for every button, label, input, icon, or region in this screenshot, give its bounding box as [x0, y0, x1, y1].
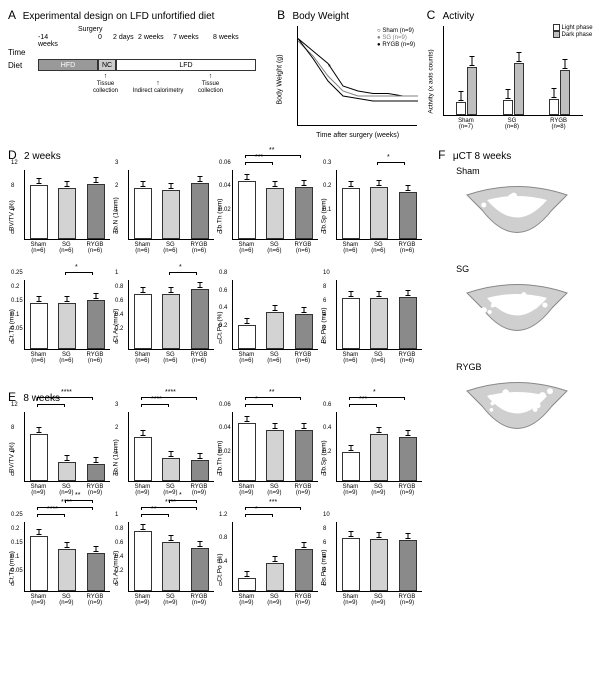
panel-b: B Body Weight Body Weight (g) Time after… — [277, 8, 426, 148]
panel-d-grid: BV/TV (%)04812Sham(n=6)SG(n=6)RYGB(n=6)T… — [8, 166, 432, 382]
panel-b-title: Body Weight — [292, 11, 349, 22]
panel-a: A Experimental design on LFD unfortified… — [8, 8, 277, 148]
ev-tissue2: Tissue collection — [198, 81, 223, 94]
timeline: Surgery -14 weeks 0 2 days 2 weeks 7 wee… — [8, 26, 268, 94]
event-arrows: ↑Tissue collection ↑Indirect calorimetry… — [88, 73, 268, 94]
panel-f-letter: F — [438, 148, 445, 162]
tm0: -14 weeks — [38, 34, 53, 48]
act-xlabs: Sham(n=7)SG(n=8)RYGB(n=8) — [443, 118, 583, 130]
tm1: 0 — [98, 34, 113, 48]
mid-row: D 2 weeks BV/TV (%)04812Sham(n=6)SG(n=6)… — [8, 148, 596, 624]
ev-cal: Indirect calorimetry — [133, 88, 184, 94]
panel-b-label: B Body Weight — [277, 8, 426, 22]
bar-chart: Ct.Ar (mm²)00.20.40.60.81*Sham(n=6)SG(n=… — [128, 280, 214, 364]
bar-chart: Ct.Th (mm)00.050.10.150.20.25**********S… — [24, 522, 110, 606]
panel-c-label: C Activity — [427, 8, 596, 22]
bar-chart: Ct.Po (%)00.20.40.60.8Sham(n=6)SG(n=6)RY… — [232, 280, 318, 364]
bar-chart: Ct.Ar (mm²)00.20.40.60.81*******Sham(n=9… — [128, 522, 214, 606]
tm2: 2 days — [113, 34, 138, 48]
bar-chart: Ct.Th (mm)00.050.10.150.20.25*Sham(n=6)S… — [24, 280, 110, 364]
bodyweight-chart: Body Weight (g) Time after surgery (week… — [297, 26, 417, 126]
leg-sham: Sham (n=9) — [382, 28, 414, 34]
seg-hfd: HFD — [38, 59, 98, 71]
bw-xlabel: Time after surgery (weeks) — [316, 132, 399, 139]
bar-chart: Ps.Pm (mm)0246810Sham(n=6)SG(n=6)RYGB(n=… — [336, 280, 422, 364]
panel-f-label: F μCT 8 weeks — [438, 148, 596, 162]
ev-tissue1: Tissue collection — [93, 81, 118, 94]
seg-lfd: LFD — [116, 59, 256, 71]
surgery-label: Surgery — [78, 26, 268, 33]
diet-row-label: Diet — [8, 61, 38, 70]
panel-f: F μCT 8 weeks ShamSGRYGB — [438, 148, 596, 624]
left-column: D 2 weeks BV/TV (%)04812Sham(n=6)SG(n=6)… — [8, 148, 432, 624]
panel-a-title: Experimental design on LFD unfortified d… — [23, 11, 215, 22]
bar-chart: Tb.Th (mm)00.020.040.06***Sham(n=9)SG(n=… — [232, 412, 318, 496]
panel-e-grid: BV/TV (%)04812********Sham(n=9)SG(n=9)RY… — [8, 408, 432, 624]
panel-c-letter: C — [427, 8, 436, 22]
tm5: 8 weeks — [213, 34, 239, 48]
time-marks: -14 weeks 0 2 days 2 weeks 7 weeks 8 wee… — [38, 34, 268, 48]
panel-a-letter: A — [8, 8, 15, 22]
panel-c: C Activity Light phase Dark phase Activi… — [427, 8, 596, 148]
bar-chart: Tb.N (1/mm)0123********Sham(n=9)SG(n=9)R… — [128, 412, 214, 496]
bar-chart: Tb.N (1/mm)0123Sham(n=6)SG(n=6)RYGB(n=6) — [128, 170, 214, 254]
figure-root: A Experimental design on LFD unfortified… — [0, 0, 604, 632]
bar-chart: Tb.Th (mm)00.020.040.06*****Sham(n=6)SG(… — [232, 170, 318, 254]
activity-chart: Light phase Dark phase Activity (x axis … — [443, 26, 593, 130]
bw-legend: ○ Sham (n=9) ● SG (n=9) ● RYGB (n=9) — [377, 28, 415, 50]
tm4: 7 weeks — [173, 34, 213, 48]
act-ylabel: Activity (x axis counts) — [427, 49, 434, 113]
bar-chart: Ct.Po (%)00.40.81.2****Sham(n=9)SG(n=9)R… — [232, 522, 318, 606]
ct-container: ShamSGRYGB — [438, 166, 596, 456]
seg-nc: NC — [98, 59, 116, 71]
panel-b-letter: B — [277, 8, 285, 22]
bar-chart: BV/TV (%)04812********Sham(n=9)SG(n=9)RY… — [24, 412, 110, 496]
time-row: Time — [8, 48, 268, 57]
tm3: 2 weeks — [138, 34, 173, 48]
bar-chart: Tb.Sp (mm)00.20.40.6****Sham(n=9)SG(n=9)… — [336, 412, 422, 496]
act-plot — [443, 26, 583, 116]
panel-d-title: 2 weeks — [24, 151, 61, 162]
panel-f-title: μCT 8 weeks — [453, 151, 511, 162]
leg-rygb: RYGB (n=9) — [382, 42, 415, 48]
bar-chart: BV/TV (%)04812Sham(n=6)SG(n=6)RYGB(n=6) — [24, 170, 110, 254]
bar-chart: Tb.Sp (mm)00.10.20.3*Sham(n=6)SG(n=6)RYG… — [336, 170, 422, 254]
panel-c-title: Activity — [443, 11, 475, 22]
top-row: A Experimental design on LFD unfortified… — [8, 8, 596, 148]
diet-row: Diet HFD NC LFD — [8, 59, 268, 71]
activity-legend: Light phase Dark phase — [553, 24, 593, 38]
bar-chart: Ps.Pm (mm)0246810Sham(n=9)SG(n=9)RYGB(n=… — [336, 522, 422, 606]
bw-sig: * — [328, 64, 331, 71]
leg-dark: Dark phase — [562, 32, 593, 38]
bw-ylabel: Body Weight (g) — [277, 54, 284, 104]
time-row-label: Time — [8, 48, 38, 57]
panel-a-label: A Experimental design on LFD unfortified… — [8, 8, 277, 22]
leg-sg: SG (n=9) — [382, 35, 407, 41]
